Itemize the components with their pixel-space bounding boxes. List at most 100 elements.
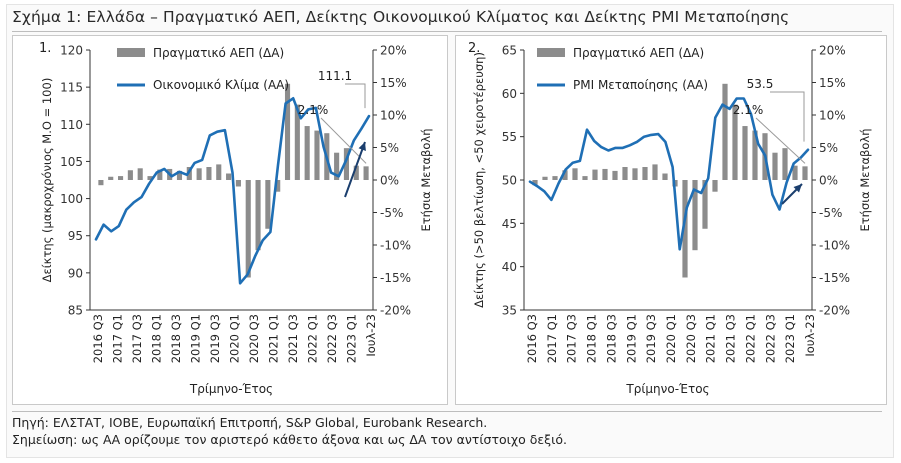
c2-gdp-bar xyxy=(772,152,778,180)
c2-x-tick-label: 2018 Q3 xyxy=(604,314,618,363)
c1-index-line xyxy=(94,96,371,285)
c1-gdp-bar xyxy=(294,104,300,180)
c2-x-tick-label: 2020 Q1 xyxy=(664,314,678,363)
c1-left-tick-label: 120 xyxy=(60,44,83,58)
chart-panel-1: 1. 85 90 95 100 105 110 115 120 -20% -15% -10% -5% 0%… xyxy=(12,35,448,405)
c2-annotation-last-index: 53.5 xyxy=(747,77,774,91)
c1-annotation-leader-line xyxy=(345,83,366,109)
c2-x-tick-label: 2021 Q3 xyxy=(724,314,738,363)
footnote: Σημείωση: ως ΑΑ ορίζουμε τον αριστερό κά… xyxy=(12,432,567,447)
c1-gdp-bar xyxy=(363,166,369,180)
c1-gdp-bar xyxy=(137,168,143,180)
c1-legend-bar-label: Πραγματικό ΑΕΠ (ΔΑ) xyxy=(153,46,284,60)
c1-right-tick-label: -15% xyxy=(380,271,411,285)
c2-gdp-bar xyxy=(722,83,728,180)
c1-annotation-gdp-leader xyxy=(320,117,367,164)
c2-right-tick-label: 20% xyxy=(819,44,846,58)
c2-gdp-bar xyxy=(612,170,618,180)
c2-gdp-bar xyxy=(632,168,638,180)
c2-right-tick-label: -20% xyxy=(819,304,850,318)
c2-right-tick-label: -5% xyxy=(819,206,842,220)
c2-x-tick-label: 2019 Q1 xyxy=(624,314,638,363)
c1-right-tick-label: -5% xyxy=(380,206,403,220)
c2-y-axis-title-right: Ετήσια Μεταβολή xyxy=(858,128,872,231)
c2-annotation-last-gdp: 2.1% xyxy=(733,103,764,117)
c1-x-tick-label: 2020 Q3 xyxy=(247,314,261,363)
c1-x-tick-label: 2021 Q3 xyxy=(286,314,300,363)
c1-x-tick-label: 2023 Q1 xyxy=(345,314,359,363)
c1-gdp-bar xyxy=(157,169,163,180)
c2-gdp-bar xyxy=(602,168,608,180)
c2-gdp-bar xyxy=(802,166,808,180)
c2-gdp-bar xyxy=(562,170,568,180)
c2-legend-bar-swatch xyxy=(537,48,565,57)
c2-left-tick-label: 65 xyxy=(502,44,517,58)
footer-divider xyxy=(12,411,882,412)
c2-gdp-bar xyxy=(742,126,748,180)
c1-right-tick-label: 10% xyxy=(380,109,407,123)
c2-right-tick-label: -10% xyxy=(819,239,850,253)
c2-left-tick-label: 40 xyxy=(502,260,517,274)
c2-gdp-bar xyxy=(712,180,718,192)
c1-gdp-bar xyxy=(118,176,124,180)
chart-panel-2: 2. 35 40 45 50 55 60 65 -20% -15% -10% -5% 0% 5% 10% 15… xyxy=(455,35,887,405)
c1-x-tick-label: 2016 Q3 xyxy=(91,314,105,363)
c1-trend-arrow-head xyxy=(358,142,366,151)
source-note: Πηγή: ΕΛΣΤΑΤ, ΙΟΒΕ, Ευρωπαϊκή Επιτροπή, … xyxy=(12,415,488,430)
chart-1-svg: 1. 85 90 95 100 105 110 115 120 -20% -15% -10% -5% 0%… xyxy=(39,41,433,396)
c1-right-tick-label: 15% xyxy=(380,76,407,90)
c1-annotation-last-index: 111.1 xyxy=(318,69,352,83)
c2-left-tick-label: 35 xyxy=(502,304,517,318)
c1-left-tick-label: 110 xyxy=(60,118,83,132)
c2-gdp-bar xyxy=(582,176,588,180)
c2-right-tick-label: 10% xyxy=(819,109,846,123)
c2-gdp-bar xyxy=(622,167,628,180)
c1-panel-label: 1. xyxy=(39,41,51,56)
c1-gdp-bar xyxy=(206,167,212,180)
c1-right-tick-label: 5% xyxy=(380,141,399,155)
c1-gdp-bar xyxy=(226,173,232,180)
c2-left-tick-label: 50 xyxy=(502,174,517,188)
c1-gdp-bar xyxy=(334,152,340,180)
c1-gdp-bar xyxy=(176,170,183,180)
c1-gdp-bar xyxy=(245,180,251,278)
c1-gdp-bar xyxy=(127,170,133,180)
c2-index-line xyxy=(528,97,810,251)
c2-gdp-bar xyxy=(792,165,798,180)
c2-gdp-bar xyxy=(752,130,758,180)
c1-gdp-bar xyxy=(98,180,104,186)
c2-gdp-bar xyxy=(682,180,688,278)
c2-gdp-bar xyxy=(782,148,788,180)
c2-x-tick-label: 2023 Q1 xyxy=(783,314,797,363)
c1-left-tick-label: 85 xyxy=(68,304,83,318)
c2-gdp-bar xyxy=(732,104,738,180)
c1-gdp-bar xyxy=(284,83,291,180)
c1-x-tick-label: 2017 Q1 xyxy=(111,314,125,363)
c2-right-tick-label: 15% xyxy=(819,76,846,90)
c1-x-axis-title: Τρίμηνο-Έτος xyxy=(189,382,273,396)
c2-x-tick-label: 2018 Q1 xyxy=(585,314,599,363)
c1-gdp-bar xyxy=(235,180,241,187)
c2-gdp-bar xyxy=(542,176,548,180)
c2-gdp-bar xyxy=(532,180,538,186)
c1-gdp-bar xyxy=(314,130,320,180)
c1-x-tick-label: 2022 Q3 xyxy=(325,314,339,363)
c2-annotation-gdp-leader xyxy=(755,117,806,164)
c2-gdp-bar xyxy=(592,169,598,180)
c1-legend-bar-swatch xyxy=(117,48,145,57)
c1-left-tick-label: 90 xyxy=(68,266,83,280)
c2-trend-arrow-head xyxy=(793,184,802,193)
title-divider xyxy=(12,31,882,32)
c1-gdp-bar xyxy=(196,168,202,180)
c1-left-tick-label: 105 xyxy=(60,155,83,169)
c1-x-tick-label: 2021 Q1 xyxy=(267,314,281,363)
c1-gdp-bar xyxy=(275,180,281,192)
c1-left-tick-label: 115 xyxy=(60,81,83,95)
c1-gdp-bar xyxy=(255,180,261,251)
c1-x-tick-label: 2022 Q1 xyxy=(306,314,320,363)
c2-left-tick-label: 55 xyxy=(502,130,517,144)
c2-x-tick-label: 2019 Q3 xyxy=(644,314,658,363)
c2-x-tick-label: 2017 Q3 xyxy=(565,314,579,363)
c2-gdp-bar xyxy=(552,176,558,180)
c2-x-tick-label: 2022 Q1 xyxy=(743,314,757,363)
